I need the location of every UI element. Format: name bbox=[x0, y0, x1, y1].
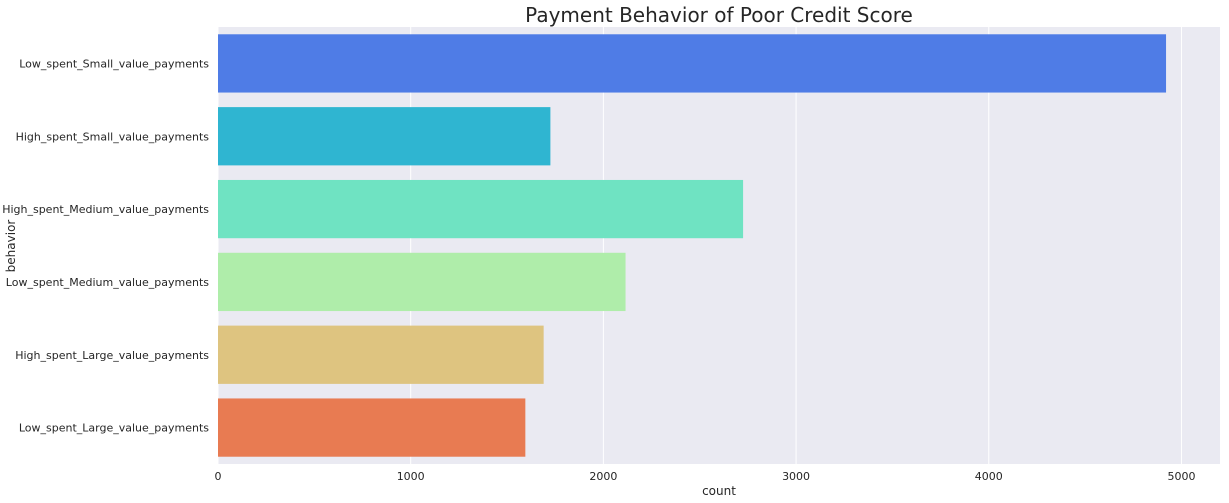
y-tick-label: High_spent_Medium_value_payments bbox=[2, 203, 209, 216]
plot-background bbox=[218, 27, 1220, 464]
chart-title: Payment Behavior of Poor Credit Score bbox=[525, 3, 913, 27]
y-tick-label: Low_spent_Large_value_payments bbox=[19, 422, 209, 435]
y-tick-labels: Low_spent_Small_value_payments High_spent… bbox=[2, 57, 209, 434]
grid-lines bbox=[217, 27, 1182, 464]
x-tick-label: 5000 bbox=[1167, 470, 1195, 483]
x-tick-label: 0 bbox=[215, 470, 222, 483]
bar-high-spent-small-value-payments bbox=[218, 107, 551, 166]
y-tick-label: Low_spent_Small_value_payments bbox=[19, 57, 209, 70]
bar-low-spent-large-value-payments bbox=[218, 398, 526, 457]
y-tick-label: High_spent_Small_value_payments bbox=[16, 130, 210, 143]
x-tick-label: 3000 bbox=[782, 470, 810, 483]
y-axis-title: behavior bbox=[4, 220, 18, 273]
bar-high-spent-medium-value-payments bbox=[218, 179, 744, 239]
y-tick-label: Low_spent_Medium_value_payments bbox=[6, 276, 209, 289]
x-axis-title: count bbox=[702, 484, 736, 498]
x-tick-label: 2000 bbox=[589, 470, 617, 483]
bar-low-spent-small-value-payments bbox=[218, 34, 1167, 93]
bar-low-spent-medium-value-payments bbox=[218, 252, 626, 312]
x-tick-label: 4000 bbox=[975, 470, 1003, 483]
bar-high-spent-large-value-payments bbox=[218, 325, 544, 384]
x-tick-labels: 0 1000 2000 3000 4000 5000 bbox=[215, 470, 1196, 483]
bars bbox=[218, 34, 1167, 457]
y-tick-label: High_spent_Large_value_payments bbox=[15, 349, 209, 362]
x-tick-label: 1000 bbox=[397, 470, 425, 483]
